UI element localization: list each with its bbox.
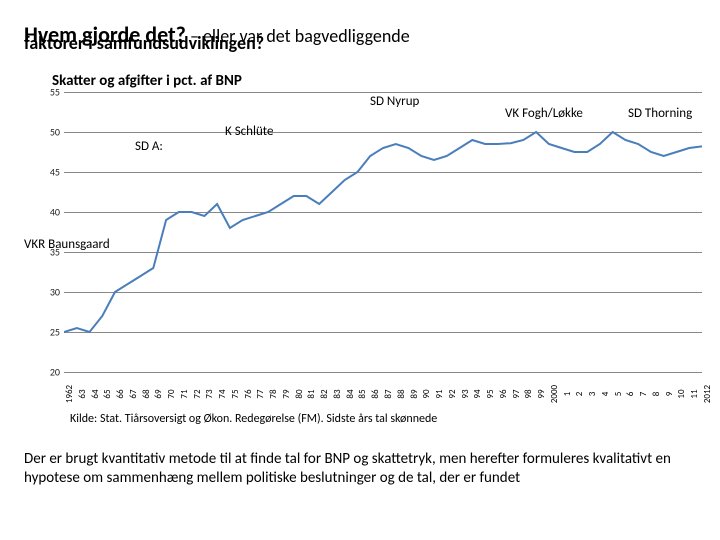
x-tick-label: 74 xyxy=(217,389,228,398)
x-tick-label: 2000 xyxy=(549,385,560,403)
page-subtitle: faktorer i samfundsudviklingen? xyxy=(24,32,264,54)
x-tick-label: 69 xyxy=(153,389,164,398)
x-tick-label: 1 xyxy=(562,392,573,397)
y-tick-label: 50 xyxy=(46,126,60,139)
x-tick-label: 82 xyxy=(319,389,330,398)
x-tick-label: 5 xyxy=(613,392,624,397)
x-tick-label: 87 xyxy=(383,389,394,398)
x-tick-label: 98 xyxy=(523,389,534,398)
x-tick-label: 67 xyxy=(128,389,139,398)
x-tick-label: 72 xyxy=(192,389,203,398)
chart-title: Skatter og afgifter i pct. af BNP xyxy=(52,72,242,90)
x-tick-label: 2 xyxy=(574,392,585,397)
x-tick-label: 66 xyxy=(115,389,126,398)
x-tick-label: 79 xyxy=(281,389,292,398)
ann-sd-a: SD A: xyxy=(135,140,163,154)
ann-sd-nyrup: SD Nyrup xyxy=(370,95,419,109)
x-tick-label: 73 xyxy=(204,389,215,398)
x-tick-label: 10 xyxy=(676,389,687,398)
x-tick-label: 97 xyxy=(511,389,522,398)
ann-k-sch: K Schlüte xyxy=(225,125,274,139)
x-tick-label: 83 xyxy=(332,389,343,398)
ann-sd-thorning: SD Thorning xyxy=(628,107,692,121)
line-chart xyxy=(64,92,702,372)
x-tick-label: 3 xyxy=(587,392,598,397)
x-tick-label: 9 xyxy=(664,392,675,397)
x-tick-label: 88 xyxy=(396,389,407,398)
x-tick-label: 93 xyxy=(460,389,471,398)
x-tick-label: 94 xyxy=(472,389,483,398)
plot xyxy=(64,92,702,372)
x-tick-label: 68 xyxy=(141,389,152,398)
source-note: Kilde: Stat. Tiårsoversigt og Økon. Rede… xyxy=(70,412,437,426)
x-tick-label: 2012 xyxy=(702,385,713,403)
y-tick-label: 40 xyxy=(46,206,60,219)
data-line xyxy=(64,132,702,332)
x-tick-label: 92 xyxy=(447,389,458,398)
x-tick-label: 95 xyxy=(485,389,496,398)
x-tick-label: 85 xyxy=(357,389,368,398)
x-tick-label: 80 xyxy=(294,389,305,398)
y-tick-label: 45 xyxy=(46,166,60,179)
x-tick-label: 90 xyxy=(421,389,432,398)
x-tick-label: 89 xyxy=(409,389,420,398)
x-tick-label: 81 xyxy=(306,389,317,398)
x-tick-label: 76 xyxy=(243,389,254,398)
x-axis-labels: 1962636465666768697071727374757677787980… xyxy=(64,376,702,396)
x-tick-label: 86 xyxy=(370,389,381,398)
x-tick-label: 71 xyxy=(179,389,190,398)
x-tick-label: 64 xyxy=(90,389,101,398)
x-tick-label: 63 xyxy=(77,389,88,398)
y-tick-label: 25 xyxy=(46,326,60,339)
gridline xyxy=(64,372,702,373)
x-tick-label: 1962 xyxy=(64,385,75,403)
x-tick-label: 6 xyxy=(625,392,636,397)
x-tick-label: 84 xyxy=(345,389,356,398)
x-tick-label: 99 xyxy=(536,389,547,398)
ann-vkr: VKR Baunsgaard xyxy=(24,238,110,252)
x-tick-label: 8 xyxy=(651,392,662,397)
y-tick-label: 30 xyxy=(46,286,60,299)
x-tick-label: 78 xyxy=(268,389,279,398)
y-tick-label: 55 xyxy=(46,86,60,99)
body-text: Der er brugt kvantitativ metode til at f… xyxy=(24,450,696,488)
y-tick-label: 20 xyxy=(46,366,60,379)
x-tick-label: 75 xyxy=(230,389,241,398)
x-tick-label: 7 xyxy=(638,392,649,397)
x-tick-label: 96 xyxy=(498,389,509,398)
x-tick-label: 77 xyxy=(255,389,266,398)
x-tick-label: 11 xyxy=(689,389,700,398)
x-tick-label: 4 xyxy=(600,392,611,397)
x-tick-label: 65 xyxy=(102,389,113,398)
x-tick-label: 70 xyxy=(166,389,177,398)
x-tick-label: 91 xyxy=(434,389,445,398)
ann-vk-fogh: VK Fogh/Løkke xyxy=(505,107,583,121)
